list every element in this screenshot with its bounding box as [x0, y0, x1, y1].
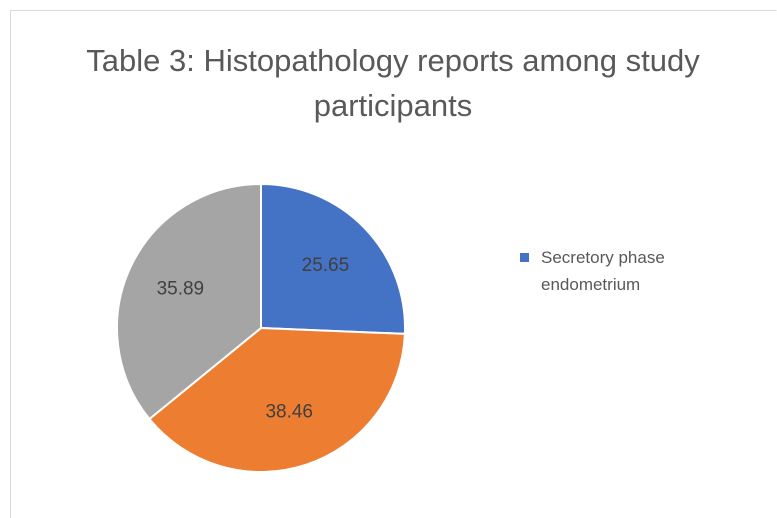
legend-key	[520, 253, 529, 262]
chart-border	[10, 10, 777, 518]
chart-title: Table 3: Histopathology reports among st…	[86, 43, 700, 123]
data-label: 35.89	[157, 279, 205, 300]
pie-slice	[148, 326, 406, 473]
pie-slice	[260, 182, 406, 335]
pie-slice	[116, 182, 262, 421]
legend-label: Secretory phase endometrium	[541, 248, 665, 294]
data-label: 38.46	[265, 402, 313, 423]
data-label: 25.65	[302, 255, 350, 276]
